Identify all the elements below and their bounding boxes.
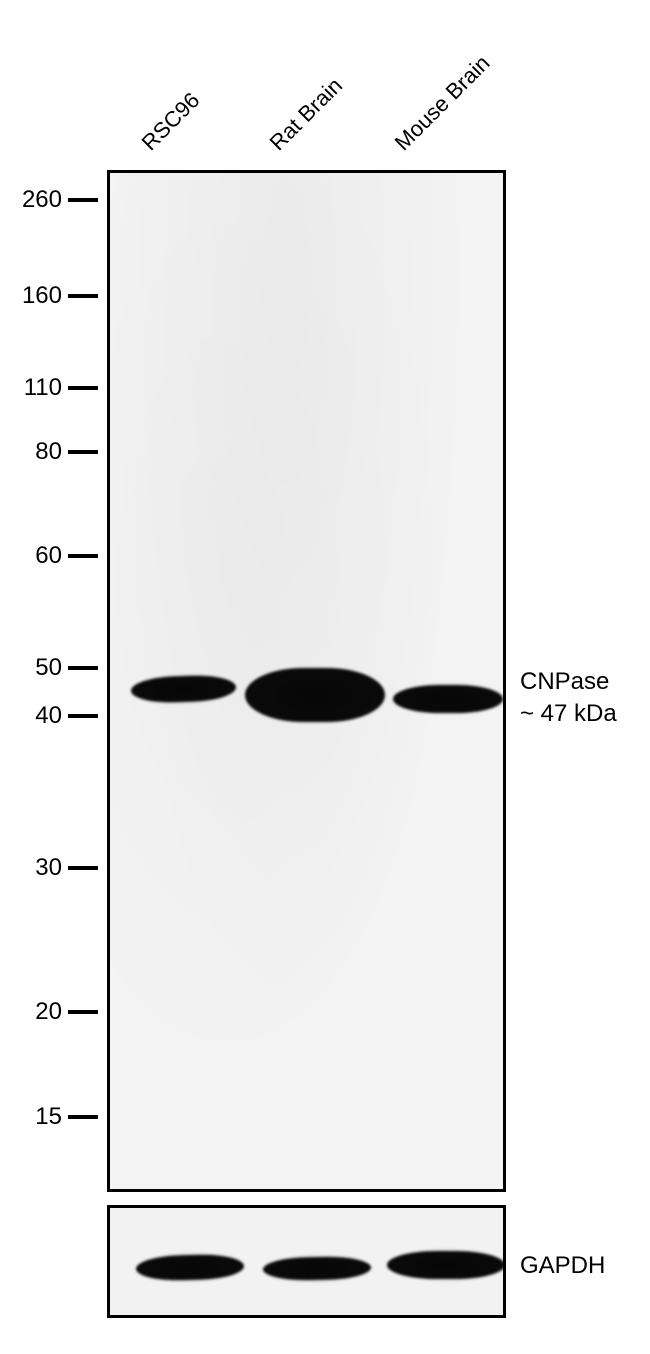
ladder-tick xyxy=(68,1115,98,1119)
ladder-110: 110 xyxy=(14,374,98,402)
ladder-tick xyxy=(68,714,98,718)
ladder-tick xyxy=(68,554,98,558)
ladder-60: 60 xyxy=(14,542,98,570)
ladder-value: 60 xyxy=(14,542,62,570)
ladder-value: 30 xyxy=(14,854,62,882)
lane-labels: RSC96 Rat Brain Mouse Brain xyxy=(0,0,650,170)
target-annotation: CNPase ~ 47 kDa xyxy=(520,666,617,731)
ladder-tick xyxy=(68,294,98,298)
ladder-160: 160 xyxy=(14,282,98,310)
loading-control-annotation: GAPDH xyxy=(520,1250,605,1282)
ladder-value: 110 xyxy=(14,374,62,402)
ladder-tick xyxy=(68,386,98,390)
ladder-value: 260 xyxy=(14,186,62,214)
ladder-tick xyxy=(68,1010,98,1014)
ladder-30: 30 xyxy=(14,854,98,882)
ladder-80: 80 xyxy=(14,438,98,466)
band-cnpase-lane1 xyxy=(131,674,237,704)
band-cnpase-lane2 xyxy=(245,668,385,722)
ladder-15: 15 xyxy=(14,1103,98,1131)
ladder-value: 20 xyxy=(14,998,62,1026)
ladder-260: 260 xyxy=(14,186,98,214)
lane-label-2: Rat Brain xyxy=(265,73,348,156)
ladder-tick xyxy=(68,666,98,670)
ladder-tick xyxy=(68,866,98,870)
ladder-value: 80 xyxy=(14,438,62,466)
ladder-tick xyxy=(68,450,98,454)
western-blot-figure: RSC96 Rat Brain Mouse Brain 260 160 110 … xyxy=(0,0,650,1354)
lane-label-1: RSC96 xyxy=(137,87,206,156)
main-blot-panel xyxy=(107,170,506,1192)
band-gapdh-lane2 xyxy=(263,1256,371,1281)
gapdh-blot-panel xyxy=(107,1205,506,1318)
ladder-value: 40 xyxy=(14,702,62,730)
band-gapdh-lane1 xyxy=(136,1254,245,1282)
ladder-50: 50 xyxy=(14,654,98,682)
ladder-tick xyxy=(68,198,98,202)
target-name: CNPase xyxy=(520,666,617,698)
band-gapdh-lane3 xyxy=(387,1251,505,1279)
lane-label-3: Mouse Brain xyxy=(390,50,496,156)
band-cnpase-lane3 xyxy=(393,685,503,713)
ladder-20: 20 xyxy=(14,998,98,1026)
ladder-value: 50 xyxy=(14,654,62,682)
ladder-value: 160 xyxy=(14,282,62,310)
target-weight: ~ 47 kDa xyxy=(520,698,617,730)
ladder-40: 40 xyxy=(14,702,98,730)
ladder-value: 15 xyxy=(14,1103,62,1131)
